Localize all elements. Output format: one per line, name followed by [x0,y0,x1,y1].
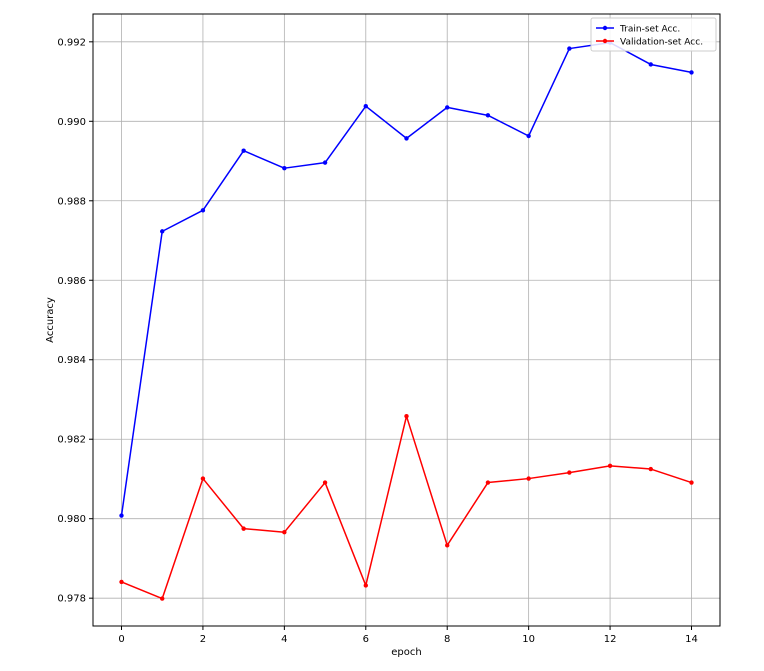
validation-data-point [322,480,328,485]
validation-data-point [200,476,206,481]
legend-box [590,17,717,52]
axes-frame [92,13,721,627]
train-data-point [567,46,572,51]
legend: Train-set Acc. Validation-set Acc. [590,17,717,52]
validation-data-point [445,543,450,548]
validation-data-point [363,583,368,588]
y-axis-ticks: 0.978 0.980 0.982 0.984 0.986 0.988 0.990 0.992 [57,37,93,605]
train-data-point [282,165,287,171]
validation-data-point [119,579,124,585]
train-data-point [200,208,206,213]
y-tick-label: 0.984 [57,355,86,366]
x-tick-label: 10 [522,634,535,645]
train-data-point [445,105,450,110]
x-tick-label: 0 [118,634,124,645]
grid [93,14,720,626]
train-data-point [689,70,694,75]
validation-data-point [607,463,613,469]
train-data-point [119,513,124,518]
train-data-point [363,103,368,109]
y-tick-label: 0.986 [57,276,86,287]
validation-data-point [485,480,491,485]
validation-data-point [648,466,653,472]
validation-data-point [404,413,409,419]
validation-data-point [689,480,694,485]
validation-data-point [160,596,165,601]
validation-data-point [567,470,572,475]
x-tick-label: 12 [604,634,617,645]
train-data-point [526,133,531,139]
validation-data-point [526,476,531,481]
y-tick-label: 0.990 [57,117,86,128]
x-tick-label: 14 [685,634,698,645]
train-data-point [648,62,653,67]
validation-data-point [282,530,287,535]
y-tick-label: 0.978 [57,594,86,605]
train-data-point [485,113,491,118]
train-data-point [404,136,409,141]
validation-legend-label: Validation-set Acc. [620,38,703,48]
x-axis-label: epoch [391,647,421,658]
y-tick-label: 0.988 [57,196,86,207]
x-tick-label: 6 [363,634,369,645]
x-tick-label: 8 [444,634,450,645]
train-data-point [160,229,165,234]
train-data-point [322,160,328,165]
train-legend-marker [602,25,608,31]
x-axis-ticks: 0 2 4 6 8 10 12 14 [118,626,698,645]
x-tick-label: 4 [281,634,287,645]
validation-legend-marker [602,38,608,44]
x-tick-label: 2 [200,634,206,645]
train-legend-label: Train-set Acc. [619,25,680,35]
y-axis-label: Accuracy [45,297,56,343]
y-tick-label: 0.982 [57,435,86,446]
validation-data-point [241,526,246,531]
train-data-point [241,148,246,153]
y-tick-label: 0.992 [57,37,86,48]
y-tick-label: 0.980 [57,514,86,525]
